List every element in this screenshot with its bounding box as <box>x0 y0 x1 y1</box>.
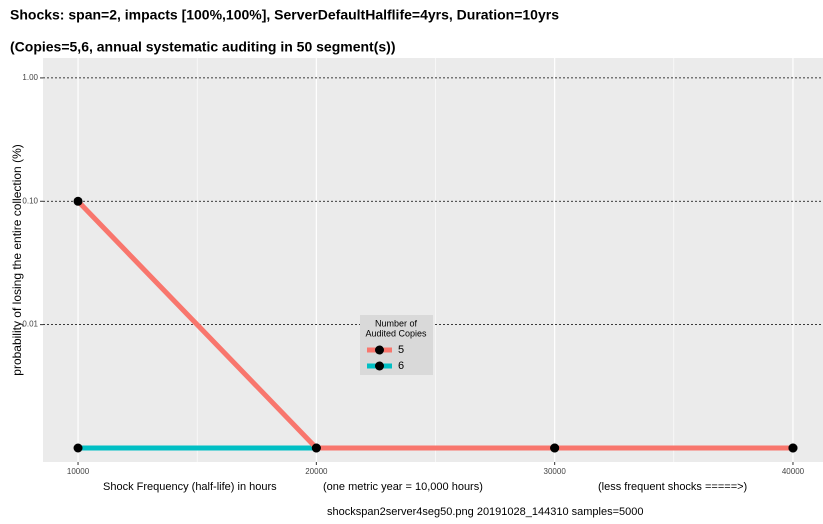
grid <box>43 58 823 462</box>
legend-swatch-point <box>375 361 384 371</box>
point <box>788 443 798 453</box>
y-axis-label: probability of losing the entire collect… <box>10 144 24 375</box>
y-tick-label: 0.01 <box>22 320 38 329</box>
panel <box>43 58 823 462</box>
y-tick-label: 0.10 <box>22 196 38 205</box>
legend: Number of Audited Copies 5 6 <box>360 315 433 375</box>
series-line <box>76 199 793 451</box>
x-axis-label: (less frequent shocks =====>) <box>598 481 747 493</box>
x-tick-label: 20000 <box>305 467 328 476</box>
marks <box>73 196 798 453</box>
chart-title: Shocks: span=2, impacts [100%,100%], Ser… <box>10 7 559 23</box>
x-tick-label: 30000 <box>544 467 567 476</box>
chart-subtitle: (Copies=5,6, annual systematic auditing … <box>10 39 396 55</box>
x-tick-label: 10000 <box>67 467 90 476</box>
point <box>311 443 321 453</box>
x-axis-label: (one metric year = 10,000 hours) <box>323 481 483 493</box>
x-tick-label: 40000 <box>782 467 805 476</box>
legend-label: 5 <box>398 344 404 356</box>
legend-title: Number of <box>375 318 418 328</box>
legend-swatch-point <box>375 345 384 355</box>
y-tick-label: 1.00 <box>22 73 38 82</box>
footer: shockspan2server4seg50.png 20191028_1443… <box>327 506 644 518</box>
legend-title: Audited Copies <box>365 328 427 338</box>
legend-label: 6 <box>398 360 404 372</box>
point <box>73 196 83 206</box>
x-axis-label: Shock Frequency (half-life) in hours <box>103 481 277 493</box>
point <box>73 443 83 453</box>
point <box>550 443 560 453</box>
